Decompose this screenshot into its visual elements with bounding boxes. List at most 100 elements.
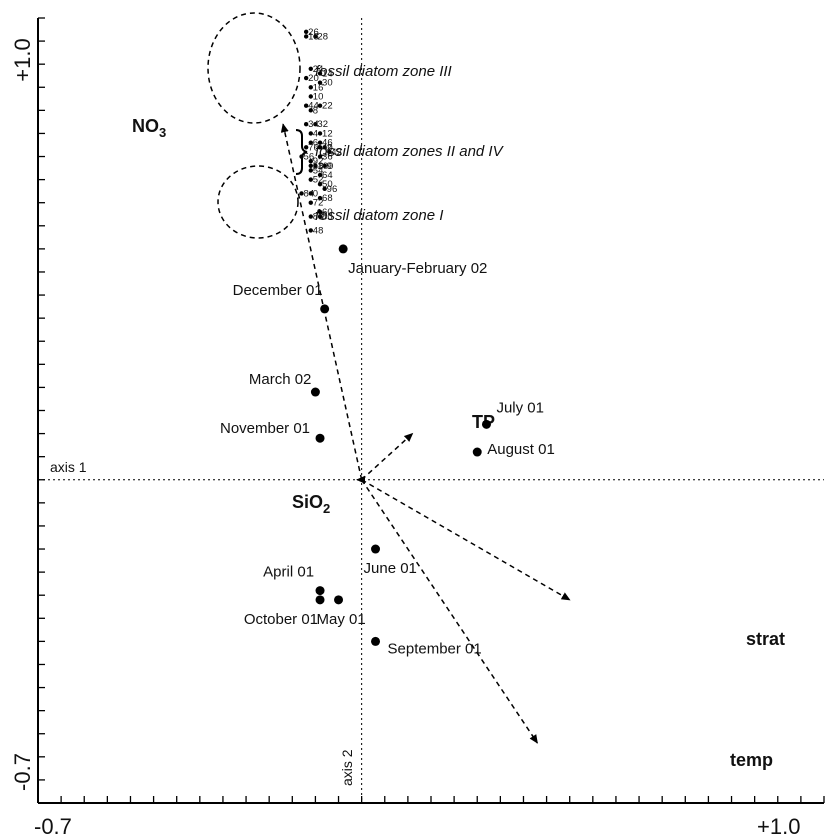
fossil-point: [317, 103, 323, 108]
vector-tp: [361, 432, 414, 481]
fossil-point: [299, 191, 304, 196]
fossil-point: [317, 71, 323, 76]
fossil-point: [313, 34, 318, 39]
fossil-sample-label: 22: [322, 101, 333, 112]
fossil-sample-label: 20: [308, 73, 319, 84]
fossil-point: [317, 182, 323, 187]
zone-label: fossil diatom zone III: [315, 63, 452, 80]
fossil-sample-label: 9: [327, 161, 332, 172]
fossil-point: [308, 191, 313, 196]
fossil-point: [322, 186, 327, 192]
sample-point: [371, 636, 381, 646]
fossil-sample-label: 24: [313, 64, 324, 75]
axis1-label: axis 1: [50, 459, 87, 475]
zone-i-outline: [217, 165, 299, 239]
fossil-sample-label: 72: [313, 198, 324, 209]
fossil-sample-label: 2: [327, 142, 332, 153]
vector-temp: [361, 479, 538, 744]
fossil-sample-label: 84: [304, 188, 315, 199]
fossil-point: [313, 122, 318, 127]
fossil-point: [322, 145, 327, 150]
fossil-sample-label: 88: [313, 212, 324, 223]
y-tick-label-top: +1.0: [10, 38, 35, 81]
sample-point: [334, 595, 344, 605]
sample-label: January-February 02: [348, 260, 487, 277]
fossil-point: [303, 75, 309, 81]
vector-label-no3: NO3: [132, 116, 166, 140]
sample-label: May 01: [317, 611, 366, 628]
fossil-sample-label: 60: [322, 207, 333, 218]
fossil-point: [327, 149, 332, 155]
fossil-sample-label: 32: [317, 119, 328, 130]
sample-label: November 01: [220, 420, 310, 437]
fossil-sample-label: 76: [308, 142, 319, 153]
fossil-point: [308, 108, 313, 113]
fossil-sample-label: 36: [322, 152, 333, 163]
vector-label-sio2: SiO2: [292, 492, 330, 516]
fossil-point: [299, 154, 304, 159]
vector-label-subscript: 3: [159, 125, 166, 140]
fossil-point: [303, 29, 309, 35]
fossil-point: [308, 163, 313, 168]
vector-strat: [361, 479, 571, 601]
fossil-sample-label: 64: [322, 170, 333, 181]
sample-point: [481, 419, 491, 429]
fossil-point: [313, 163, 318, 168]
sample-point: [315, 586, 325, 596]
fossil-sample-label: 92: [313, 156, 324, 167]
fossil-point: [308, 140, 313, 145]
fossil-point: [308, 228, 313, 233]
sample-point: [315, 433, 325, 443]
fossil-sample-label: 96: [327, 184, 338, 195]
fossil-sample-label: 8: [313, 105, 318, 116]
fossil-sample-label: 48: [313, 225, 324, 236]
fossil-point: [317, 172, 323, 178]
fossil-sample-label: 28: [317, 31, 328, 42]
fossil-point: [317, 214, 323, 219]
sample-label: September 01: [388, 640, 482, 657]
sample-point: [371, 544, 381, 554]
fossil-sample-label: 16: [313, 82, 324, 93]
sample-label: August 01: [487, 441, 555, 458]
fossil-point: [308, 200, 313, 205]
fossil-sample-label: 42: [331, 147, 342, 158]
fossil-point: [317, 209, 323, 215]
zone-label: fossil diatom zone I: [315, 207, 443, 224]
fossil-point: [308, 158, 313, 164]
fossil-point: [317, 154, 323, 159]
fossil-sample-label: 34: [308, 119, 319, 130]
fossil-sample-label: 100: [317, 161, 333, 172]
fossil-point: [308, 94, 313, 99]
fossil-point: [317, 195, 323, 201]
fossil-sample-label: 12: [322, 128, 333, 139]
zone-layer: fossil diatom zone III fossil diatom zone…: [207, 12, 505, 239]
sample-label: December 01: [233, 282, 323, 299]
sample-point: [472, 447, 482, 457]
sample-label: July 01: [496, 399, 544, 416]
fossil-sample-label: 14: [322, 68, 333, 79]
x-tick-label-left: -0.7: [34, 814, 72, 836]
fossil-point: [308, 168, 313, 173]
fossil-sample-label: 68: [322, 193, 333, 204]
point-layer: [299, 29, 491, 646]
fossil-point: [317, 80, 323, 85]
fossil-point: [308, 66, 313, 71]
zone-ii-iv-brace: [295, 129, 308, 175]
fossil-sample-label: 0: [313, 188, 318, 199]
fossil-sample-label: 10: [313, 92, 324, 103]
fossil-point: [322, 163, 327, 168]
fossil-point: [317, 131, 323, 136]
y-tick-label-bottom: -0.7: [10, 753, 35, 791]
fossil-sample-label: 58: [313, 161, 324, 172]
fossil-point: [308, 85, 313, 90]
sample-point: [310, 387, 320, 397]
sample-label: March 02: [249, 371, 312, 388]
fossil-sample-label: 56: [304, 152, 315, 163]
label-layer: January-February 02 December 01 March 02 No…: [220, 27, 555, 658]
fossil-sample-label: 46: [322, 138, 333, 149]
zone-label: fossil diatom zones II and IV: [315, 143, 505, 160]
plot-frame: [37, 17, 825, 804]
fossil-sample-label: 52: [313, 175, 324, 186]
vector-layer: NO3TPSiO2strattemp: [132, 116, 785, 770]
fossil-point: [303, 34, 309, 39]
